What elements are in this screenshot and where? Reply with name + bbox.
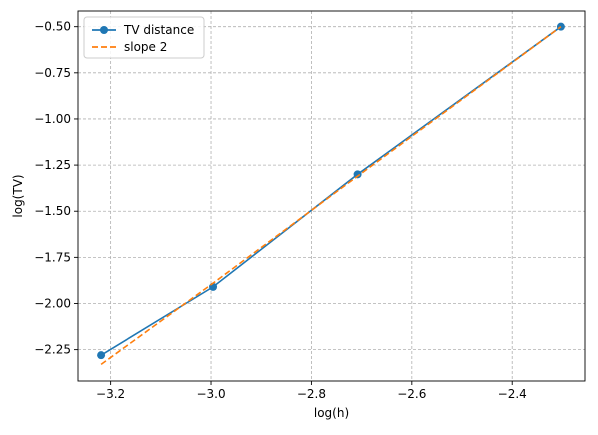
x-tick-label: −2.8 — [297, 387, 326, 401]
y-tick-label: −2.25 — [34, 343, 71, 357]
grid — [78, 11, 585, 381]
y-tick-label: −1.50 — [34, 204, 71, 218]
y-tick-label: −1.75 — [34, 250, 71, 264]
y-tick-label: −1.00 — [34, 112, 71, 126]
series-layer — [97, 22, 565, 366]
x-axis-label: log(h) — [314, 406, 349, 420]
data-point — [97, 351, 106, 360]
axes: −3.2 −3.0 −2.8 −2.6 −2.4 −2.25 −2.00 −1.75 −1.50… — [34, 20, 527, 401]
y-tick-label: −1.25 — [34, 158, 71, 172]
x-tick-label: −3.2 — [96, 387, 125, 401]
data-point — [353, 170, 362, 179]
y-tick-label: −0.75 — [34, 66, 71, 80]
y-tick-label: −0.50 — [34, 20, 71, 34]
x-tick-label: −2.6 — [397, 387, 426, 401]
legend-label-tv-distance: TV distance — [123, 23, 194, 37]
legend-label-slope-2: slope 2 — [124, 40, 167, 54]
series-line-slope-2 — [100, 26, 562, 366]
legend: TV distance slope 2 — [83, 16, 205, 59]
y-axis-label: log(TV) — [11, 174, 25, 217]
plot-frame — [77, 10, 586, 382]
series-line-tv-distance — [100, 26, 562, 356]
x-tick-label: −3.0 — [196, 387, 225, 401]
legend-marker-tv-distance — [100, 26, 108, 34]
x-tick-label: −2.4 — [498, 387, 527, 401]
y-tick-label: −2.00 — [34, 296, 71, 310]
